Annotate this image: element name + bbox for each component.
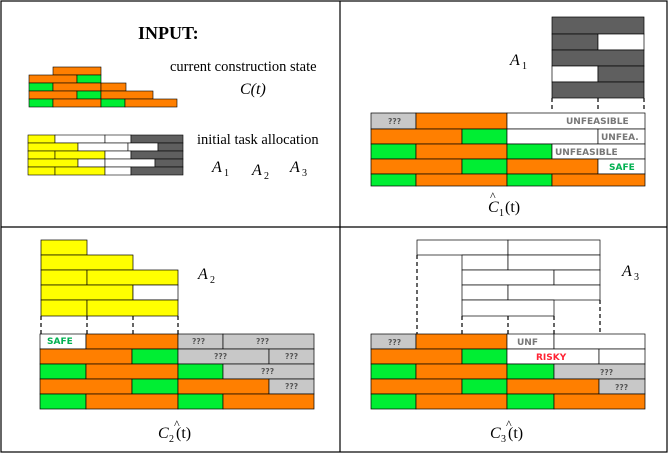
status-tag: ??? (600, 368, 613, 377)
status-tag-unf: UNF (517, 338, 538, 348)
status-tag: ??? (615, 383, 628, 392)
svg-text:^: ^ (506, 417, 512, 431)
agent-label-a2-panel: A 2 (197, 266, 215, 286)
panel-a2: A 2 SAFE ??? ??? ??? (39, 239, 315, 445)
agent-label-a2: A 2 (251, 162, 269, 182)
status-tag: ??? (388, 117, 401, 126)
status-tag: ??? (285, 352, 298, 361)
caption-c3: C 3 ^ (t) (490, 417, 523, 445)
task-allocation-stack (27, 134, 184, 176)
panel-a3: A 3 ??? UNF RISKY ??? (370, 239, 646, 445)
status-tag-unfeasible: UNFEASIBLE (555, 148, 618, 158)
svg-text:C: C (490, 425, 501, 442)
construction-stack-a3 (370, 333, 646, 410)
svg-text:2: 2 (264, 171, 269, 182)
agent-a1-tasks (551, 16, 645, 99)
a2-drop-guides (40, 316, 179, 334)
svg-text:A: A (509, 52, 520, 69)
status-tag-unfea: UNFEA. (601, 133, 639, 143)
allocation-label: initial task allocation (197, 132, 319, 148)
a1-drop-guides (551, 98, 645, 112)
status-tag-risky: RISKY (536, 353, 567, 363)
svg-text:3: 3 (634, 272, 639, 283)
svg-text:A: A (197, 266, 208, 283)
agent-label-a3-panel: A 3 (621, 263, 639, 283)
status-tag: ??? (388, 338, 401, 347)
status-tag-unfeasible: UNFEASIBLE (566, 117, 629, 127)
status-tag: ??? (261, 367, 274, 376)
status-tag-safe: SAFE (47, 337, 73, 347)
caption-c2: C 2 ^ (t) (158, 417, 191, 445)
svg-text:C: C (488, 199, 499, 216)
svg-text:1: 1 (224, 168, 229, 179)
svg-text:A: A (251, 162, 262, 179)
svg-text:1: 1 (499, 208, 504, 219)
agent-label-a1: A 1 (211, 159, 229, 179)
construction-stack-a1 (370, 112, 646, 187)
svg-text:3: 3 (302, 168, 307, 179)
svg-text:A: A (289, 159, 300, 176)
svg-text:^: ^ (174, 417, 180, 431)
svg-text:A: A (211, 159, 222, 176)
agent-label-a3: A 3 (289, 159, 307, 179)
svg-text:C: C (158, 425, 169, 442)
status-tag: ??? (256, 337, 269, 346)
input-panel: INPUT: current construction state C(t) i… (27, 23, 319, 182)
a3-drop-guides (416, 255, 601, 334)
status-tag: ??? (192, 337, 205, 346)
svg-text:2: 2 (169, 434, 174, 445)
construction-stack-a2 (39, 333, 315, 410)
status-tag: ??? (285, 382, 298, 391)
panel-a1: A 1 ??? UNFEASIBLE UNFEA. UNF (370, 16, 646, 219)
svg-text:(t): (t) (176, 425, 191, 442)
agent-a3-tasks (416, 239, 601, 317)
svg-text:^: ^ (490, 189, 496, 203)
svg-text:(t): (t) (508, 425, 523, 442)
input-heading: INPUT: (138, 23, 199, 43)
status-tag: ??? (214, 352, 227, 361)
state-label: current construction state (170, 59, 317, 75)
agent-label-a1-panel: A 1 (509, 52, 527, 72)
status-tag-safe: SAFE (609, 163, 635, 173)
agent-a2-tasks (40, 239, 179, 317)
caption-c1: C ^ 1 (t) (488, 189, 520, 219)
svg-text:1: 1 (522, 61, 527, 72)
svg-text:3: 3 (501, 434, 506, 445)
svg-text:2: 2 (210, 275, 215, 286)
svg-text:A: A (621, 263, 632, 280)
svg-text:(t): (t) (505, 199, 520, 216)
current-state-stack (28, 66, 178, 108)
state-symbol: C(t) (240, 81, 266, 98)
